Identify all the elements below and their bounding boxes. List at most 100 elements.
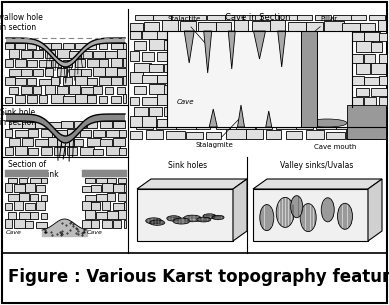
Bar [15,95,25,103]
Bar [130,51,139,61]
Bar [36,185,45,192]
Bar [146,130,163,139]
Bar [30,194,39,201]
Bar [156,127,178,129]
Ellipse shape [212,215,224,220]
Bar [135,41,145,50]
Bar [378,20,386,31]
Bar [8,212,16,219]
Bar [235,20,248,31]
Bar [118,193,126,201]
Bar [74,121,86,128]
Bar [75,94,87,103]
Bar [123,76,126,85]
Bar [172,15,189,20]
Ellipse shape [203,214,216,219]
Bar [105,87,113,94]
Bar [36,221,47,228]
Bar [123,95,126,103]
Bar [48,137,62,146]
Bar [14,219,25,228]
Bar [96,178,107,183]
Bar [157,75,168,83]
Bar [9,88,18,94]
Bar [30,212,38,219]
Bar [130,117,143,127]
Bar [189,15,206,20]
Bar [346,130,364,139]
Bar [153,15,173,20]
Bar [105,51,117,58]
Bar [91,185,102,192]
Bar [68,51,81,58]
Bar [87,95,96,103]
Bar [110,43,124,49]
Bar [157,52,168,61]
Bar [356,63,370,74]
Bar [124,184,126,192]
Bar [117,68,126,76]
Bar [85,178,95,183]
Bar [198,22,216,31]
Bar [352,54,363,63]
Bar [165,107,168,116]
Text: Cave: Cave [6,231,22,235]
Bar [21,86,32,94]
Bar [110,77,122,85]
Bar [149,39,165,50]
Bar [149,64,163,72]
Bar [75,43,86,49]
Bar [57,49,70,58]
Bar [298,15,312,20]
Text: Stalagmite: Stalagmite [195,119,239,148]
Bar [54,146,65,155]
Bar [347,105,386,139]
Bar [136,127,153,129]
Bar [39,43,52,49]
Polygon shape [137,179,247,189]
Bar [5,147,12,155]
Bar [19,178,27,183]
Bar [102,183,114,192]
Polygon shape [6,114,125,143]
Ellipse shape [307,119,347,127]
Bar [93,149,103,155]
Bar [296,127,314,129]
Bar [9,69,21,76]
Bar [225,15,244,20]
Bar [39,78,51,85]
Text: Stalactite: Stalactite [167,16,206,44]
Bar [110,96,121,103]
Bar [316,127,336,129]
Bar [100,121,112,128]
Text: Sink hole
in section: Sink hole in section [0,108,37,127]
Bar [5,77,15,85]
Text: Valley sinks/Uvalas: Valley sinks/Uvalas [280,161,354,170]
Bar [270,20,285,31]
Bar [149,107,162,116]
Bar [276,127,298,129]
Bar [123,43,126,49]
Bar [39,95,47,103]
Text: Sink holes: Sink holes [168,161,208,170]
Bar [117,87,125,94]
Bar [82,186,91,192]
Bar [81,51,92,58]
Bar [142,31,158,39]
Polygon shape [233,179,247,241]
Bar [351,15,366,20]
Bar [75,76,86,85]
Bar [307,22,322,31]
Bar [51,43,61,49]
Bar [16,130,29,137]
Bar [67,147,77,155]
Bar [371,41,382,52]
Bar [113,121,124,128]
Bar [130,23,142,31]
Bar [57,86,68,94]
Bar [371,88,387,96]
Bar [107,146,119,155]
Bar [15,43,25,49]
Bar [26,77,36,85]
Bar [207,15,225,20]
